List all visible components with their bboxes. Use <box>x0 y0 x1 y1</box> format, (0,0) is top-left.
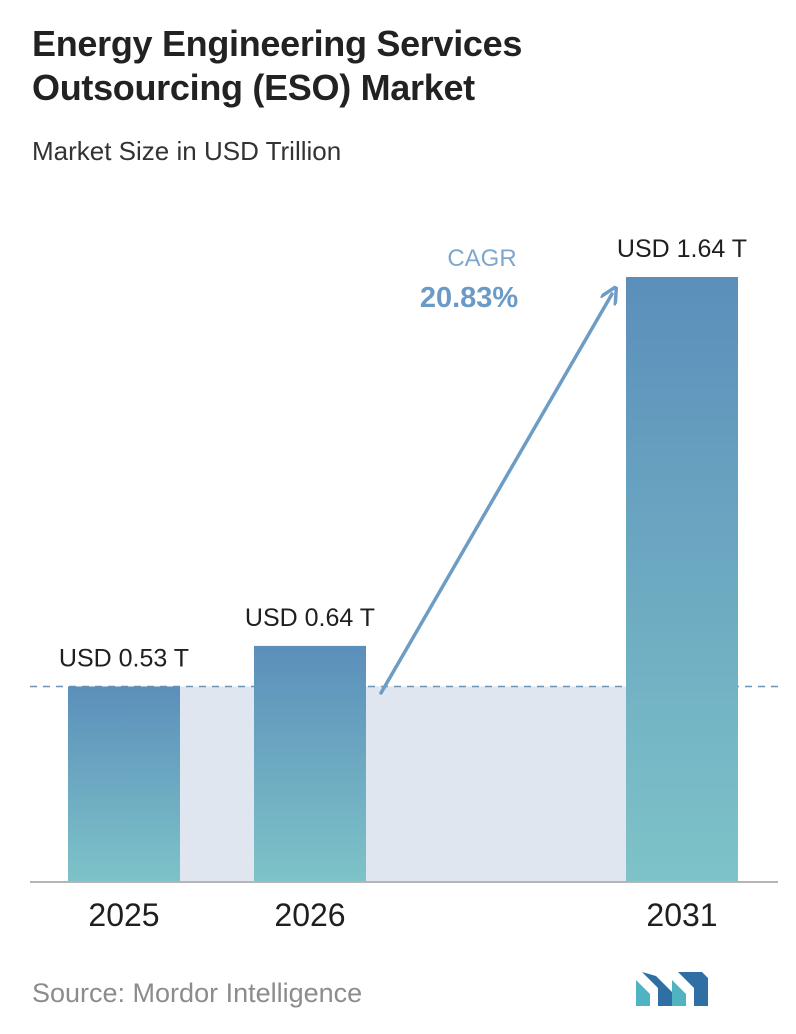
data-label-2026: USD 0.64 T <box>245 604 375 632</box>
cagr-label: CAGR <box>447 245 516 272</box>
chart-subtitle: Market Size in USD Trillion <box>32 136 342 166</box>
chart-title-line-1: Energy Engineering Services <box>32 23 523 64</box>
bar-chart: USD 0.53 T 2025 USD 0.64 T 2026 USD 1.64 T 20… <box>30 235 778 933</box>
chart-title-line-2: Outsourcing (ESO) Market <box>32 67 475 108</box>
mordor-intelligence-logo <box>636 972 708 1006</box>
bar-2026 <box>254 645 366 882</box>
cagr-value: 20.83% <box>420 282 519 314</box>
bar-2031 <box>626 277 738 882</box>
chart-title: Energy Engineering Services Outsourcing … <box>32 22 772 110</box>
source-note: Source: Mordor Intelligence <box>32 978 363 1008</box>
cagr-arrow <box>379 294 612 695</box>
x-tick-label-2025: 2025 <box>88 897 159 933</box>
data-label-2025: USD 0.53 T <box>59 644 189 672</box>
bar-2025 <box>68 686 180 882</box>
x-tick-label-2031: 2031 <box>646 897 717 933</box>
x-tick-label-2026: 2026 <box>274 897 345 933</box>
data-label-2031: USD 1.64 T <box>617 235 747 263</box>
